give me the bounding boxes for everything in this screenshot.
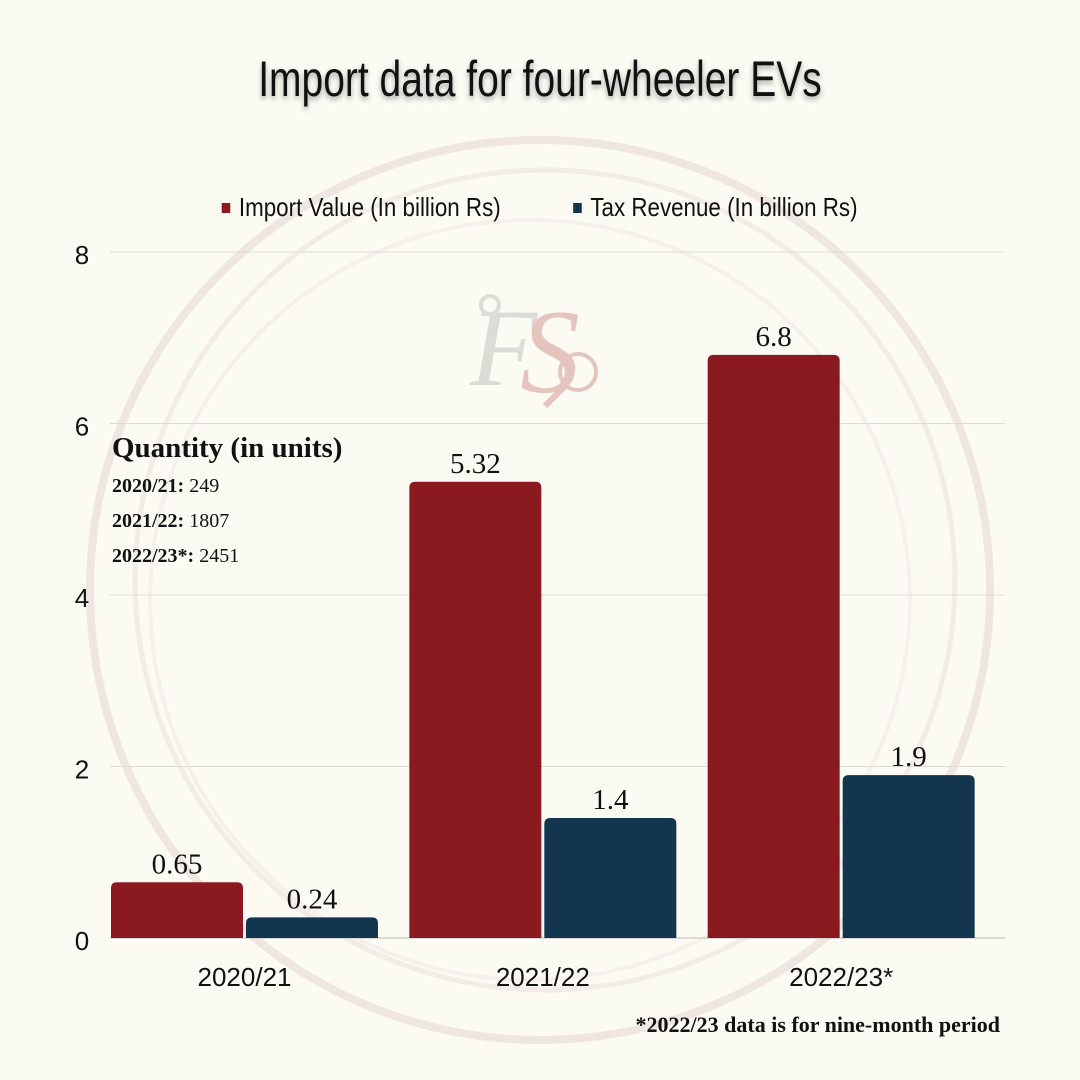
y-tick-label: 4 (75, 583, 89, 613)
bar (246, 917, 378, 938)
x-tick-label: 2020/21 (198, 962, 292, 992)
bar (111, 882, 243, 938)
data-label: 0.24 (287, 883, 338, 915)
quantity-value: 1807 (189, 510, 229, 532)
fs-logo-watermark: F S (469, 285, 596, 418)
data-label: 6.8 (756, 321, 792, 353)
quantity-year: 2021/22: (112, 510, 184, 532)
y-tick-label: 0 (75, 926, 89, 956)
bar (708, 355, 840, 938)
data-label: 0.65 (152, 848, 203, 880)
quantity-row: 2020/21: 249 (112, 475, 342, 498)
y-tick-label: 2 (75, 755, 89, 785)
quantity-row: 2022/23*: 2451 (112, 545, 342, 568)
quantity-year: 2022/23*: (112, 545, 194, 567)
quantity-panel: Quantity (in units) 2020/21: 249 2021/22… (112, 432, 342, 580)
quantity-title: Quantity (in units) (112, 432, 342, 465)
quantity-value: 249 (189, 475, 219, 497)
quantity-row: 2021/22: 1807 (112, 510, 342, 533)
quantity-value: 2451 (199, 545, 239, 567)
bar (409, 482, 541, 938)
bar (544, 818, 676, 938)
x-tick-label: 2022/23* (789, 962, 893, 992)
y-tick-label: 6 (75, 412, 89, 442)
data-label: 1.4 (592, 784, 629, 816)
y-tick-label: 8 (75, 240, 89, 270)
data-label: 5.32 (450, 448, 501, 480)
bar (843, 775, 975, 938)
quantity-year: 2020/21: (112, 475, 184, 497)
x-tick-label: 2021/22 (496, 962, 590, 992)
infographic: Import data for four-wheeler EVs Import … (0, 0, 1080, 1080)
data-label: 1.9 (891, 741, 927, 773)
footnote: *2022/23 data is for nine-month period (636, 1012, 1000, 1038)
